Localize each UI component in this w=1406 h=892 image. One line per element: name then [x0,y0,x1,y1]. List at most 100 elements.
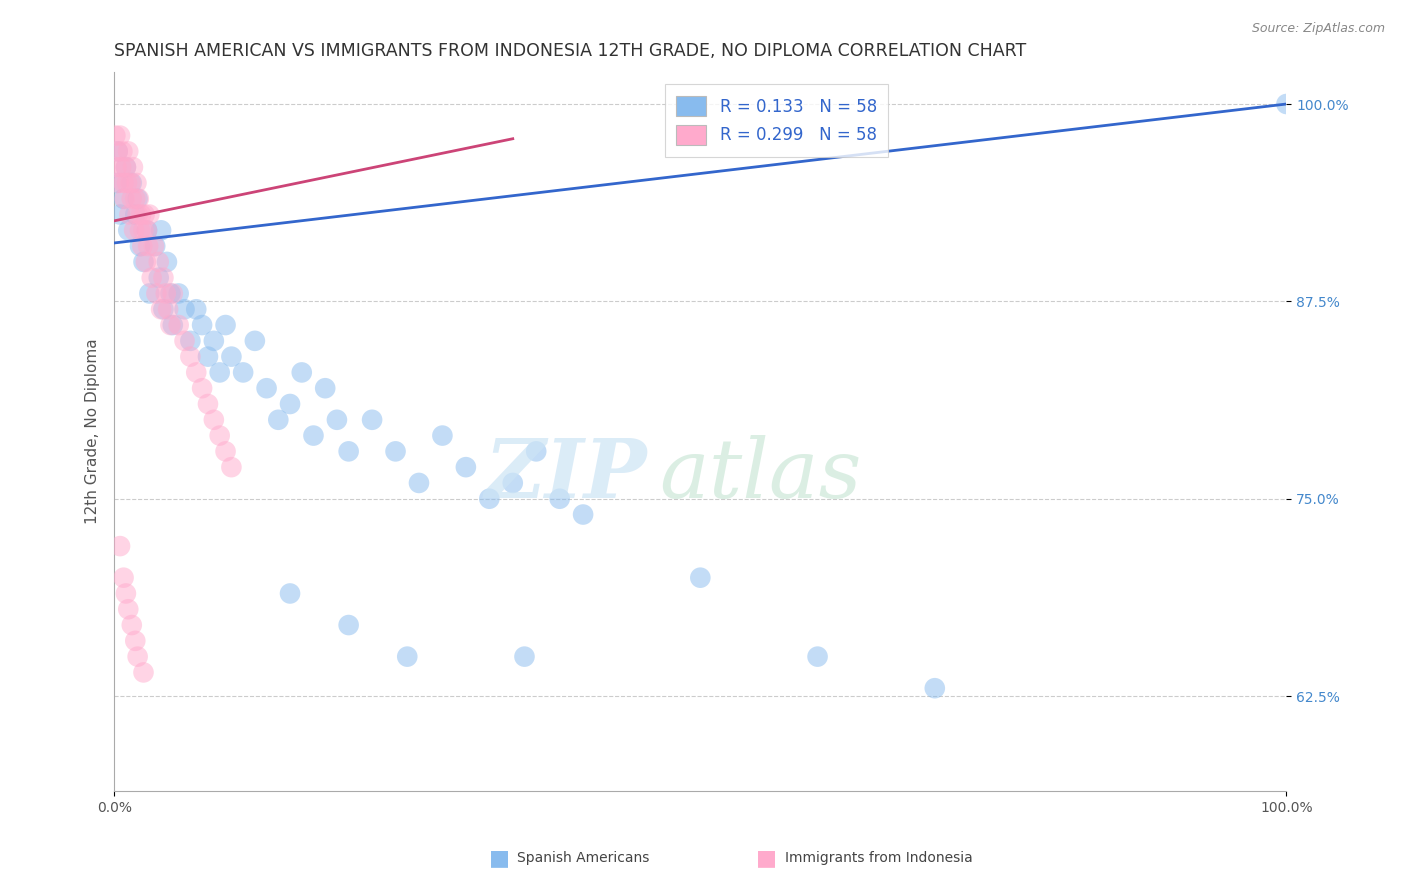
Point [314,381,336,395]
Text: SPANISH AMERICAN VS IMMIGRANTS FROM INDONESIA 12TH GRADE, NO DIPLOMA CORRELATION: SPANISH AMERICAN VS IMMIGRANTS FROM INDO… [114,42,1026,60]
Point [278,586,301,600]
Point [162,318,184,332]
Point [132,255,155,269]
Point [132,223,155,237]
Point [186,366,208,380]
Text: ■: ■ [489,848,509,868]
Point [179,334,201,348]
Point [156,255,179,269]
Point [302,428,325,442]
Point [214,318,236,332]
Point [112,192,135,206]
Point [117,223,139,237]
Point [136,223,159,237]
Point [152,270,174,285]
Point [208,428,231,442]
Point [173,334,195,348]
Point [111,145,134,159]
Point [108,128,131,143]
Point [337,618,360,632]
Point [502,475,524,490]
Point [105,176,128,190]
Point [167,286,190,301]
Point [162,286,184,301]
Point [143,239,166,253]
Point [159,286,181,301]
Point [118,208,141,222]
Point [150,302,173,317]
Point [129,239,152,253]
Point [548,491,571,506]
Point [136,239,159,253]
Point [924,681,946,696]
Point [155,286,177,301]
Point [150,223,173,237]
Point [291,366,314,380]
Text: Source: ZipAtlas.com: Source: ZipAtlas.com [1251,22,1385,36]
Point [122,223,145,237]
Point [115,586,138,600]
Point [432,428,454,442]
Point [108,176,131,190]
Point [134,208,156,222]
Point [267,413,290,427]
Point [138,208,160,222]
Y-axis label: 12th Grade, No Diploma: 12th Grade, No Diploma [86,339,100,524]
Point [256,381,278,395]
Point [232,366,254,380]
Point [115,176,138,190]
Point [361,413,384,427]
Point [120,176,142,190]
Point [112,176,135,190]
Point [114,192,136,206]
Point [173,302,195,317]
Point [197,350,219,364]
Point [127,649,149,664]
Point [278,397,301,411]
Point [208,366,231,380]
Point [115,160,138,174]
Point [124,633,146,648]
Point [117,602,139,616]
Point [124,192,146,206]
Point [159,318,181,332]
Text: atlas: atlas [659,434,862,515]
Point [136,223,159,237]
Text: Immigrants from Indonesia: Immigrants from Indonesia [785,851,973,865]
Point [478,491,501,506]
Point [108,539,131,553]
Point [326,413,349,427]
Point [128,192,150,206]
Point [122,160,145,174]
Point [524,444,547,458]
Point [148,270,170,285]
Point [191,381,214,395]
Point [115,160,138,174]
Point [108,208,131,222]
Point [221,460,243,475]
Point [104,128,127,143]
Text: Spanish Americans: Spanish Americans [517,851,650,865]
Point [121,618,143,632]
Point [112,571,135,585]
Point [145,286,167,301]
Point [129,223,152,237]
Point [214,444,236,458]
Point [107,145,129,159]
Point [121,192,143,206]
Point [157,302,180,317]
Point [202,413,225,427]
Point [396,649,419,664]
Point [117,145,139,159]
Point [572,508,595,522]
Point [179,350,201,364]
Point [806,649,828,664]
Text: ■: ■ [756,848,776,868]
Point [127,208,149,222]
Point [132,665,155,680]
Point [121,176,143,190]
Text: ZIP: ZIP [485,434,648,515]
Point [167,318,190,332]
Point [105,160,128,174]
Point [129,208,152,222]
